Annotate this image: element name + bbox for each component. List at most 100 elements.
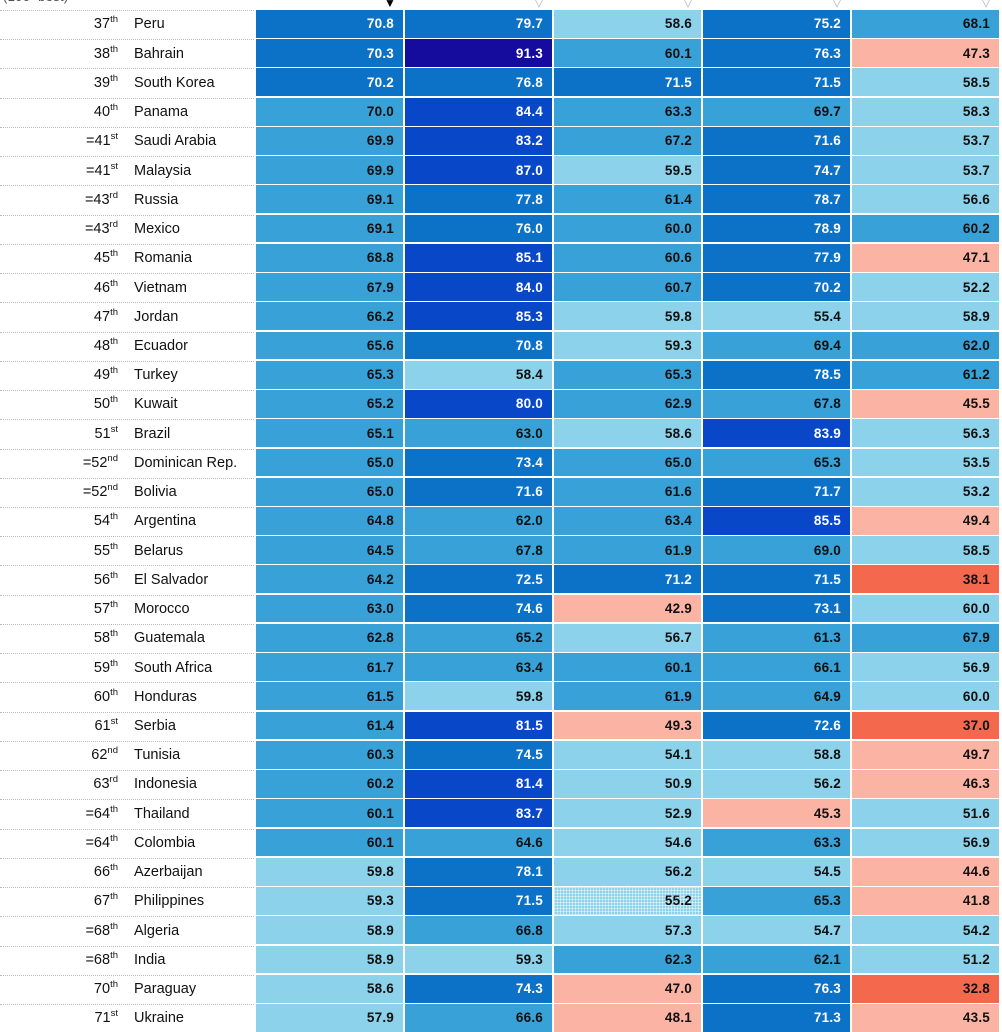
- score-cell: 66.2: [256, 302, 403, 331]
- score-cell: 50.9: [554, 770, 701, 798]
- score-cell: 59.3: [256, 887, 403, 915]
- score-cell: 51.6: [852, 799, 999, 828]
- row-label: 45th Romania: [0, 243, 254, 272]
- score-cell: 78.7: [703, 185, 850, 214]
- row-label: 62nd Tunisia: [0, 740, 254, 769]
- score-cell: 70.8: [405, 331, 552, 360]
- score-cell: 49.4: [852, 506, 999, 535]
- score-cell: 85.3: [405, 302, 552, 331]
- score-cell: 56.9: [852, 653, 999, 681]
- score-cell: 65.1: [256, 419, 403, 448]
- row-label: 49th Turkey: [0, 360, 254, 389]
- score-cell: 65.6: [256, 331, 403, 360]
- score-cell: 63.3: [554, 97, 701, 126]
- sort-chevron-icon[interactable]: ▽: [683, 0, 693, 9]
- sort-chevron-icon[interactable]: ▽: [832, 0, 842, 9]
- table-row: 59th South Africa 61.7 63.4 60.1 66.1 56.9: [0, 653, 1002, 681]
- score-cell: 69.1: [256, 185, 403, 214]
- score-cell: 62.3: [554, 945, 701, 974]
- score-cell: 49.7: [852, 740, 999, 769]
- score-cell: 65.0: [256, 448, 403, 477]
- score-cell: 62.8: [256, 623, 403, 652]
- sort-chevron-icon[interactable]: ▽: [981, 0, 991, 9]
- country-name: Guatemala: [134, 630, 205, 647]
- country-name: Colombia: [134, 834, 196, 851]
- score-cell: 56.7: [554, 623, 701, 652]
- score-cell: 85.1: [405, 243, 552, 272]
- score-cell: 47.1: [852, 243, 999, 272]
- score-cell: 37.0: [852, 711, 999, 740]
- rank-label: 58th: [93, 628, 118, 647]
- country-name: Kuwait: [134, 396, 178, 413]
- table-row: 45th Romania 68.8 85.1 60.6 77.9 47.1: [0, 243, 1002, 272]
- row-label: =43rd Russia: [0, 185, 254, 214]
- score-cell: 65.3: [554, 360, 701, 389]
- country-name: Turkey: [134, 367, 178, 384]
- rank-label: =68th: [85, 920, 118, 939]
- score-cell: 53.7: [852, 126, 999, 155]
- score-cell: 61.2: [852, 360, 999, 389]
- row-label: 38th Bahrain: [0, 39, 254, 68]
- score-cell: 55.4: [703, 302, 850, 331]
- rank-label: 48th: [93, 336, 118, 354]
- score-cell: 59.8: [256, 857, 403, 886]
- rank-label: 63rd: [93, 774, 118, 793]
- score-cell: 70.8: [256, 10, 403, 38]
- score-cell: 58.9: [256, 916, 403, 945]
- row-label: 50th Kuwait: [0, 390, 254, 418]
- rank-label: 67th: [93, 891, 118, 910]
- row-label: 48th Ecuador: [0, 331, 254, 360]
- rank-label: 66th: [93, 862, 118, 881]
- score-cell: 69.1: [256, 214, 403, 243]
- score-cell: 63.0: [256, 594, 403, 623]
- score-cell: 71.6: [405, 477, 552, 506]
- country-name: Indonesia: [134, 776, 197, 793]
- row-label: =68th India: [0, 945, 254, 974]
- country-name: Tunisia: [134, 747, 181, 764]
- sort-chevron-icon[interactable]: ▽: [534, 0, 544, 9]
- table-row: 49th Turkey 65.3 58.4 65.3 78.5 61.2: [0, 360, 1002, 389]
- score-cell: 58.6: [554, 419, 701, 448]
- country-name: Saudi Arabia: [134, 133, 217, 150]
- score-cell: 66.8: [405, 916, 552, 945]
- score-cell: 58.4: [405, 360, 552, 389]
- score-cell: 56.6: [852, 185, 999, 214]
- score-cell: 77.9: [703, 243, 850, 272]
- score-cell: 77.8: [405, 185, 552, 214]
- score-cell: 79.7: [405, 10, 552, 38]
- score-cell: 71.5: [554, 68, 701, 97]
- score-cell: 58.6: [554, 10, 701, 38]
- rank-label: 50th: [93, 394, 118, 413]
- score-cell: 65.0: [554, 448, 701, 477]
- score-cell: 61.7: [256, 653, 403, 681]
- row-label: 66th Azerbaijan: [0, 857, 254, 886]
- country-name: Thailand: [134, 805, 190, 822]
- score-cell: 54.2: [852, 916, 999, 945]
- score-cell: 69.9: [256, 156, 403, 184]
- country-name: Belarus: [134, 542, 184, 559]
- score-cell: 59.3: [405, 945, 552, 974]
- row-label: 61st Serbia: [0, 711, 254, 740]
- score-cell: 61.6: [554, 477, 701, 506]
- score-cell: 48.1: [554, 1003, 701, 1032]
- score-cell: 60.0: [554, 214, 701, 243]
- rank-label: 49th: [93, 365, 118, 384]
- country-name: Honduras: [134, 688, 197, 705]
- score-cell: 60.1: [256, 828, 403, 857]
- table-row: =52nd Bolivia 65.0 71.6 61.6 71.7 53.2: [0, 477, 1002, 506]
- table-row: 62nd Tunisia 60.3 74.5 54.1 58.8 49.7: [0, 740, 1002, 769]
- rank-label: 70th: [93, 979, 118, 998]
- row-label: 46th Vietnam: [0, 273, 254, 301]
- sort-desc-icon[interactable]: ▼: [384, 0, 396, 10]
- row-label: =64th Thailand: [0, 799, 254, 828]
- score-cell: 53.5: [852, 448, 999, 477]
- score-cell: 59.8: [554, 302, 701, 331]
- rank-label: =64th: [85, 833, 118, 851]
- score-cell: 41.8: [852, 887, 999, 915]
- country-name: South Korea: [134, 74, 215, 91]
- table-row: 71st Ukraine 57.9 66.6 48.1 71.3 43.5: [0, 1003, 1002, 1032]
- score-cell: 52.2: [852, 273, 999, 301]
- score-cell: 65.2: [405, 623, 552, 652]
- rank-label: =68th: [85, 950, 118, 968]
